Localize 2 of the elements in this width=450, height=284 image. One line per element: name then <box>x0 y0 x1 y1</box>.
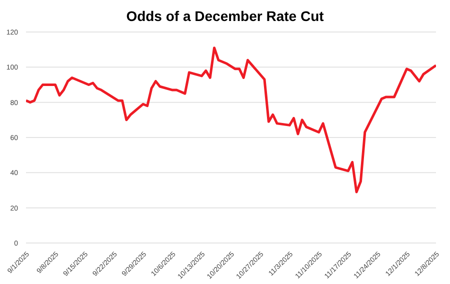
line-series <box>26 46 436 194</box>
chart-title: Odds of a December Rate Cut <box>125 8 325 24</box>
